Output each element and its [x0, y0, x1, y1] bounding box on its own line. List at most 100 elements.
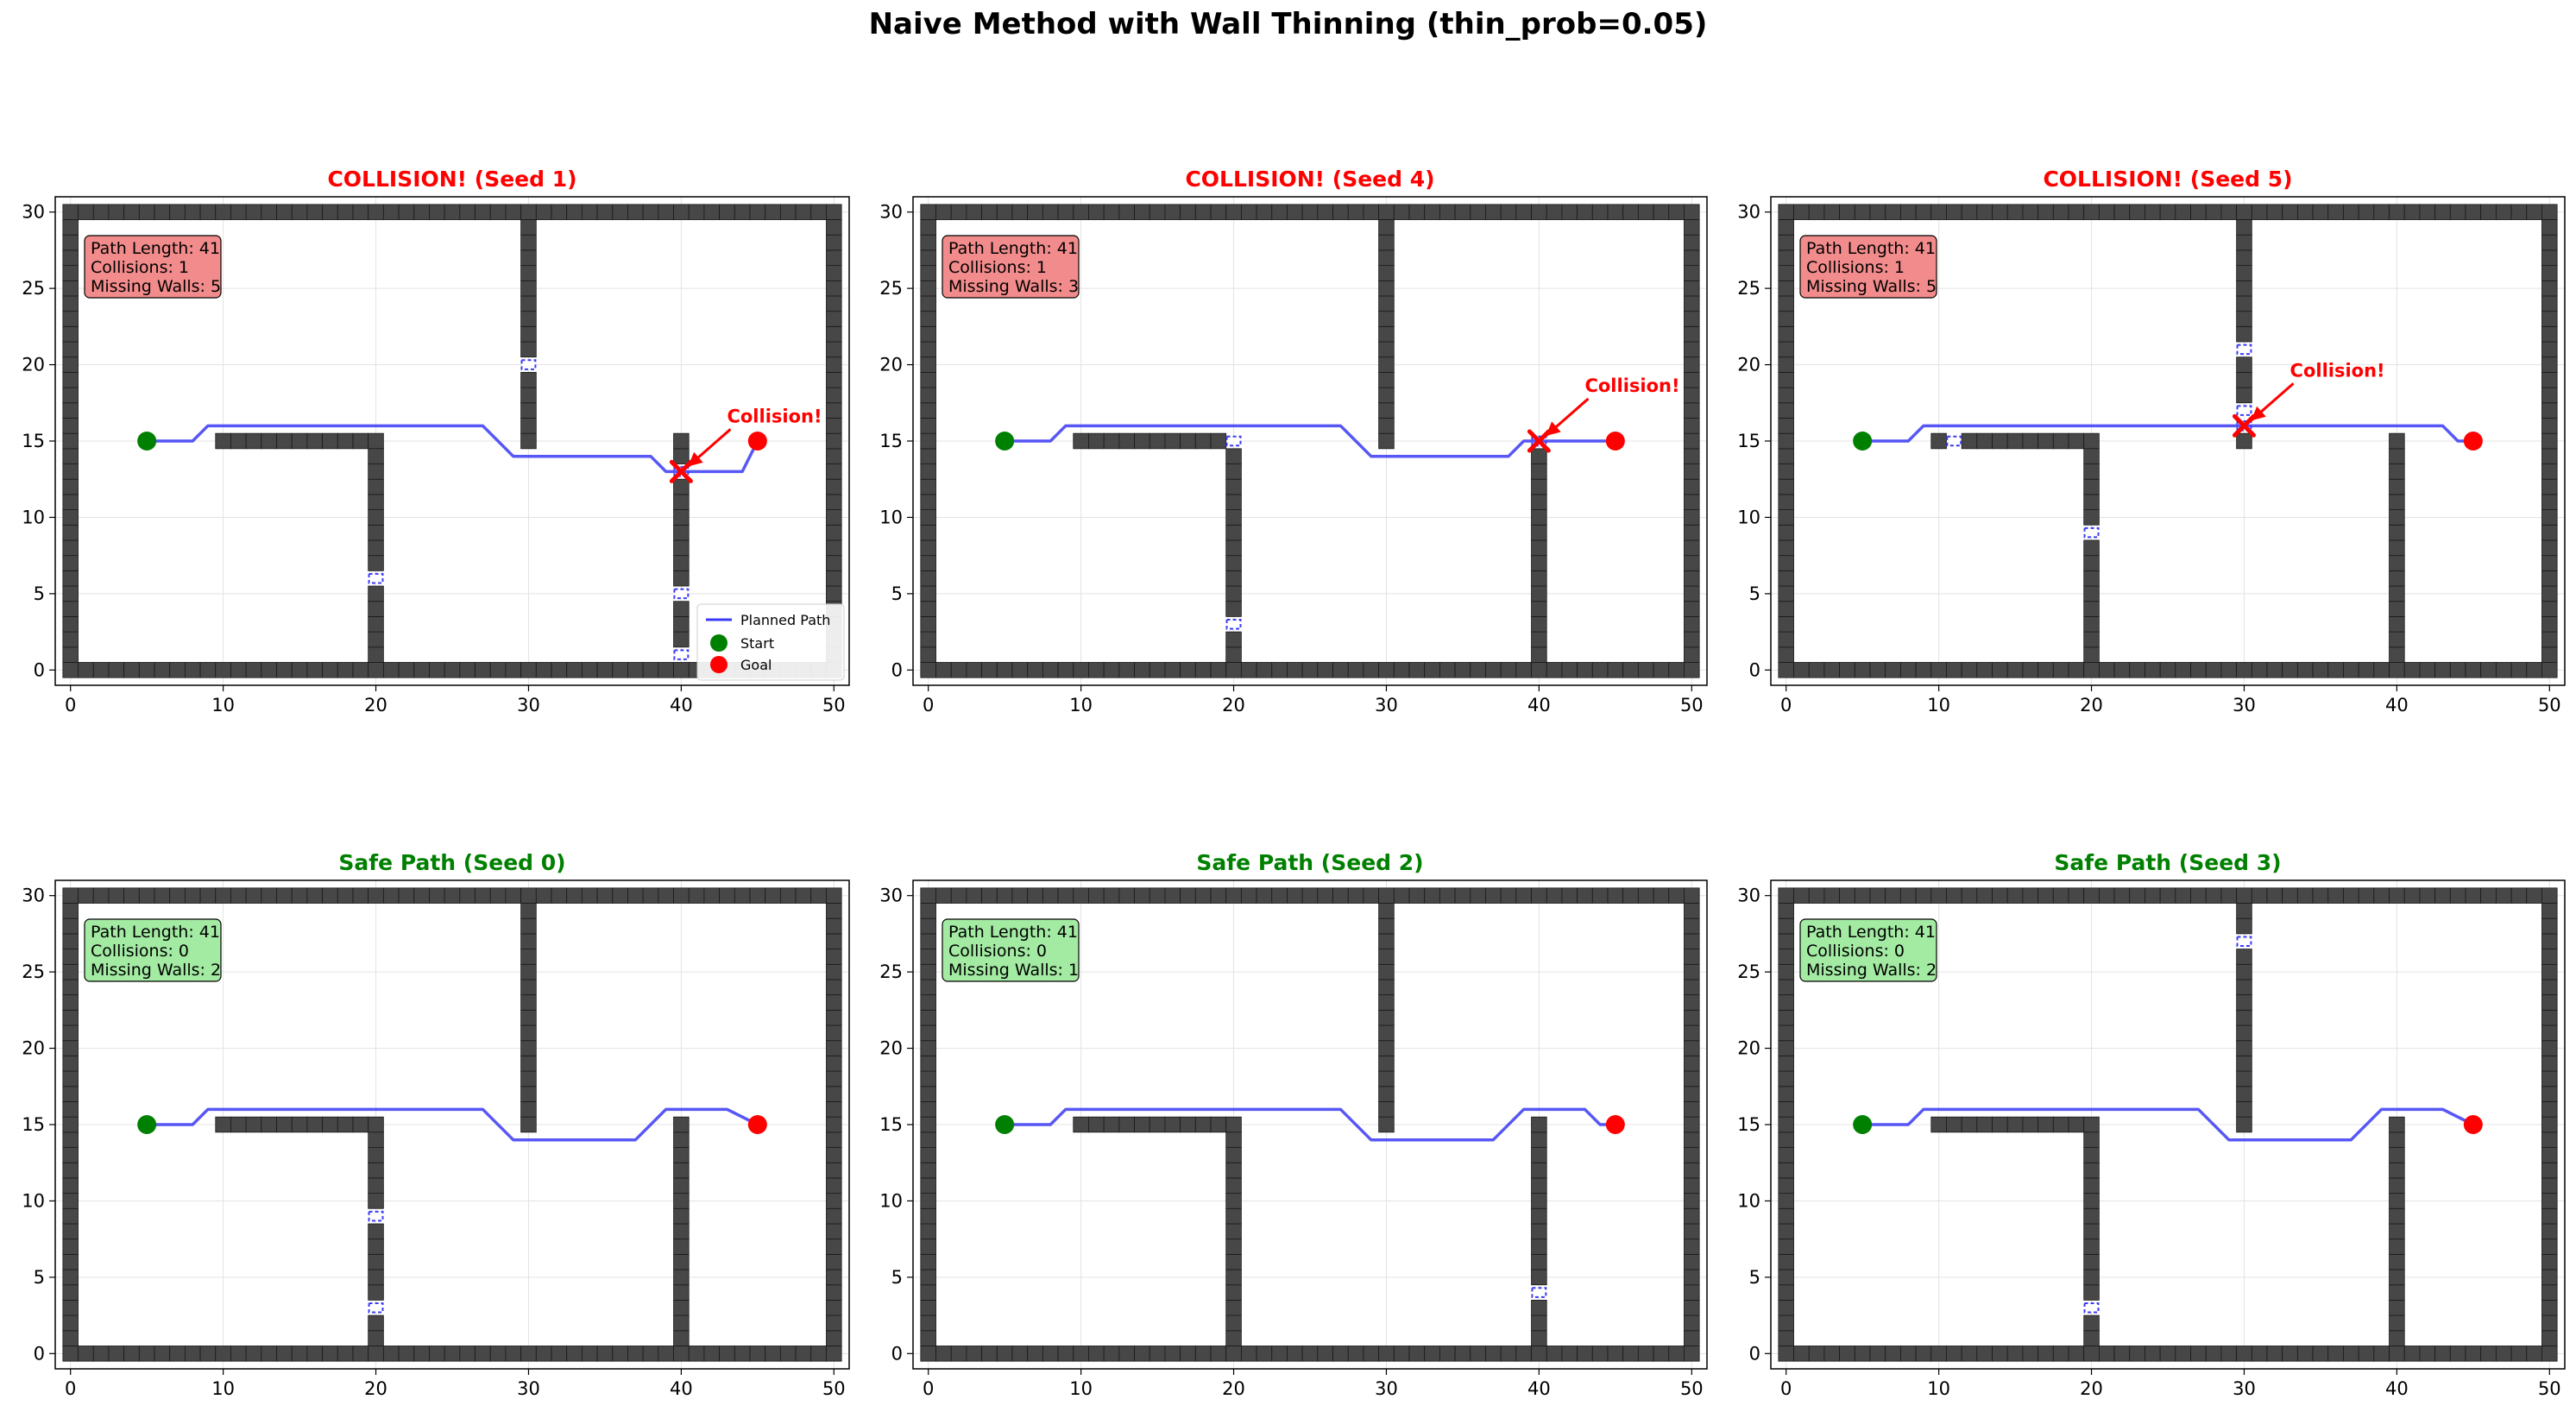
wall-cell — [2236, 903, 2252, 919]
y-tick-label: 5 — [34, 583, 45, 604]
wall-cell — [2296, 662, 2314, 678]
wall-cell — [1684, 463, 1700, 480]
wall-cell — [1531, 1314, 1547, 1332]
wall-cell — [1577, 662, 1593, 678]
wall-cell — [920, 1346, 936, 1362]
wall-cell — [154, 887, 171, 904]
wall-cell — [2419, 1346, 2436, 1362]
wall-cell — [2190, 662, 2207, 678]
wall-cell — [2282, 887, 2298, 904]
wall-cell — [1042, 1346, 1059, 1362]
wall-cell — [1225, 1193, 1242, 1209]
wall-cell — [2541, 402, 2558, 419]
wall-cell — [1225, 509, 1242, 526]
wall-cell — [2419, 887, 2436, 904]
wall-cell — [1778, 903, 1794, 919]
wall-cell — [337, 662, 354, 678]
wall-cell — [322, 204, 338, 220]
wall-cell — [1778, 325, 1794, 343]
wall-cell — [2541, 372, 2558, 388]
wall-cell — [826, 295, 842, 312]
wall-cell — [368, 494, 384, 510]
wall-cell — [2541, 432, 2558, 450]
wall-cell — [368, 509, 384, 526]
wall-cell — [1531, 478, 1547, 495]
wall-cell — [826, 1040, 842, 1056]
wall-cell — [1164, 432, 1181, 450]
wall-cell — [1622, 204, 1639, 220]
info-line: Collisions: 0 — [1806, 942, 1905, 961]
wall-cell — [2541, 448, 2558, 464]
wall-cell — [1210, 1346, 1227, 1362]
wall-cell — [1485, 204, 1502, 220]
wall-cell — [1531, 1223, 1547, 1240]
wall-cell — [1684, 1314, 1700, 1332]
wall-cell — [1961, 662, 1978, 678]
wall-cell — [688, 204, 705, 220]
wall-cell — [810, 204, 827, 220]
wall-cell — [1393, 204, 1410, 220]
wall-cell — [520, 1024, 537, 1042]
wall-cell — [62, 616, 79, 633]
wall-cell — [2236, 372, 2252, 388]
wall-cell — [2389, 1116, 2405, 1133]
wall-cell — [2266, 662, 2283, 678]
wall-cell — [62, 1330, 79, 1346]
wall-cell — [2006, 887, 2024, 904]
y-tick-label: 25 — [879, 961, 903, 982]
wall-cell — [826, 1314, 842, 1332]
wall-cell — [62, 555, 79, 571]
wall-cell — [1684, 1147, 1700, 1163]
wall-cell — [826, 341, 842, 358]
wall-cell — [62, 295, 79, 312]
wall-cell — [1531, 1193, 1547, 1209]
wall-cell — [489, 662, 507, 678]
y-tick-label: 25 — [22, 278, 45, 299]
wall-cell — [1225, 524, 1242, 541]
wall-cell — [1546, 1346, 1563, 1362]
wall-cell — [62, 463, 79, 480]
wall-cell — [920, 280, 936, 297]
wall-cell — [138, 1346, 155, 1362]
y-tick-label: 30 — [22, 202, 45, 223]
y-tick-label: 20 — [22, 1038, 45, 1059]
wall-cell — [2113, 204, 2131, 220]
wall-cell — [966, 204, 983, 220]
wall-cell — [2389, 1253, 2405, 1270]
wall-cell — [62, 524, 79, 541]
wall-cell — [62, 1253, 79, 1270]
wall-cell — [1378, 933, 1395, 949]
wall-cell — [230, 887, 247, 904]
wall-cell — [62, 949, 79, 965]
x-tick-label: 30 — [1375, 1378, 1398, 1399]
wall-cell — [1378, 372, 1395, 388]
wall-cell — [337, 204, 354, 220]
wall-cell — [1684, 1101, 1700, 1118]
wall-cell — [1180, 887, 1196, 904]
wall-cell — [1930, 887, 1947, 904]
y-tick-label: 0 — [1749, 1343, 1760, 1364]
info-line: Collisions: 1 — [91, 258, 189, 277]
wall-cell — [1393, 662, 1410, 678]
wall-cell — [981, 887, 998, 904]
wall-cell — [810, 887, 827, 904]
wall-cell — [1057, 887, 1074, 904]
wall-cell — [368, 1193, 384, 1209]
wall-cell — [551, 662, 568, 678]
x-tick-label: 10 — [211, 1378, 235, 1399]
wall-cell — [920, 432, 936, 450]
wall-cell — [2541, 341, 2558, 358]
wall-cell — [1946, 204, 1962, 220]
wall-cell — [1992, 887, 2008, 904]
wall-cell — [520, 372, 537, 388]
wall-cell — [1778, 1147, 1794, 1163]
wall-cell — [1378, 387, 1395, 404]
subplot-4: 0 10 20 30 40 50 0 5 10 15 20 25 30 Safe Path (Seed 0… — [22, 850, 850, 1399]
wall-cell — [826, 1070, 842, 1087]
wall-cell — [2068, 1116, 2085, 1133]
wall-cell — [2296, 204, 2314, 220]
wall-cell — [1378, 432, 1395, 450]
wall-cell — [981, 204, 998, 220]
wall-cell — [92, 1346, 110, 1362]
x-tick-label: 20 — [364, 695, 387, 715]
